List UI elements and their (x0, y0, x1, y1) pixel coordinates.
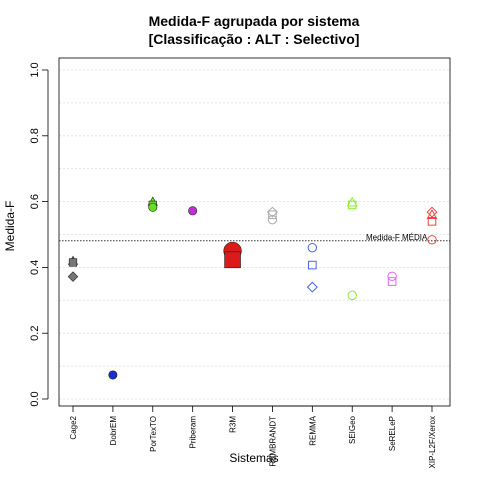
y-tick-label: 0.2 (29, 326, 41, 341)
x-axis: Cage2 DobrEM PorTexTO Priberam R3M REMBRANDT R… (69, 405, 437, 468)
point-diamond (306, 281, 318, 293)
reference-line-group: Medida-F MÉDIA (59, 233, 450, 242)
point-triangle (426, 209, 438, 219)
reference-line-label: Medida-F MÉDIA (366, 233, 428, 242)
point-circle (148, 202, 158, 212)
point-triangle (346, 196, 358, 207)
point-square (68, 258, 78, 267)
x-tick-label: SeRELeP (388, 416, 397, 451)
x-tick-label: R3M (229, 416, 238, 433)
y-axis-label: Medida-F (3, 201, 17, 252)
point-square (308, 260, 317, 270)
x-tick-label: REMBRANDT (268, 416, 277, 467)
point-square (347, 200, 357, 210)
x-tick-label: DobrEM (109, 416, 118, 446)
chart-title: Medida-F agrupada por sistema (149, 13, 360, 29)
y-axis: 0.0 0.2 0.4 0.6 0.8 1.0 (29, 62, 49, 407)
point-square (387, 277, 397, 286)
x-tick-label: Priberam (189, 416, 198, 449)
x-tick-label: Cage2 (69, 415, 78, 439)
x-tick-label: REMMA (308, 415, 317, 445)
x-tick-label: XIP-L2F/Xerox (428, 416, 437, 468)
point-circle (307, 242, 318, 253)
point-circle (188, 206, 198, 216)
y-tick-label: 1.0 (29, 62, 41, 77)
x-tick-label: SEIGeo (348, 415, 357, 444)
point-diamond (426, 206, 438, 218)
y-tick-label: 0.6 (29, 194, 41, 209)
y-tick-label: 0.8 (29, 128, 41, 143)
point-circle (427, 235, 437, 245)
chart-subtitle: [Classificação : ALT : Selectivo] (149, 31, 360, 47)
point-circle (108, 370, 118, 380)
point-square (427, 217, 437, 226)
y-tick-label: 0.4 (29, 260, 41, 275)
y-tick-label: 0.0 (29, 391, 41, 406)
point-square (268, 210, 277, 220)
x-tick-label: PorTexTO (149, 416, 158, 452)
grid (59, 69, 450, 400)
point-diamond (67, 271, 79, 282)
point-circle (387, 271, 397, 281)
x-axis-label: Sistemas (229, 451, 278, 465)
point-circle (267, 214, 278, 225)
data-points (67, 196, 438, 380)
point-square (224, 251, 241, 269)
point-circle (347, 290, 357, 301)
